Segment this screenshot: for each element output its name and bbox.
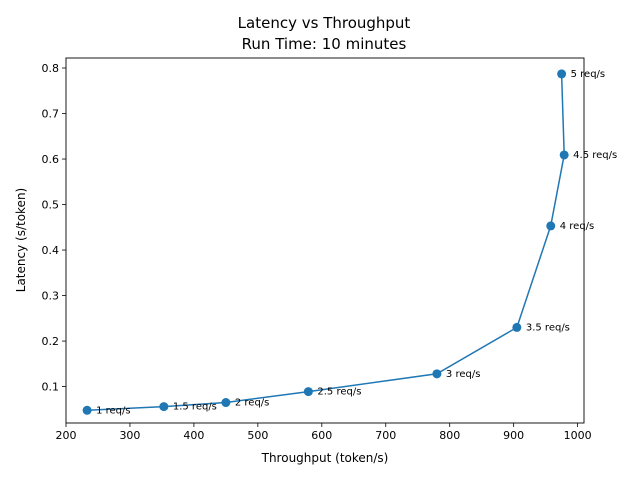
data-point — [512, 322, 522, 332]
data-point — [159, 402, 169, 412]
x-axis: 200 300 400 500 600 700 800 900 1000 — [56, 423, 592, 442]
data-label: 4 req/s — [560, 221, 595, 232]
data-point — [557, 69, 567, 79]
chart-subtitle: Run Time: 10 minutes — [242, 35, 407, 53]
y-tick-label: 0.2 — [42, 335, 60, 348]
x-tick-label: 300 — [119, 429, 140, 442]
data-label: 2 req/s — [235, 398, 270, 409]
x-tick-label: 400 — [183, 429, 204, 442]
plot-area: 1 req/s 1.5 req/s 2 req/s 2.5 req/s 3 req/s 3… — [82, 69, 617, 416]
y-tick-label: 0.8 — [42, 62, 60, 75]
y-axis: 0.1 0.2 0.3 0.4 0.5 0.6 0.7 0.8 — [42, 62, 66, 394]
x-tick-label: 700 — [375, 429, 396, 442]
y-tick-label: 0.3 — [42, 290, 60, 303]
x-tick-label: 1000 — [564, 429, 592, 442]
data-label: 2.5 req/s — [317, 387, 361, 398]
data-label: 3.5 req/s — [526, 322, 570, 333]
data-label: 3 req/s — [446, 369, 481, 380]
y-tick-label: 0.7 — [42, 108, 60, 121]
x-tick-label: 800 — [439, 429, 460, 442]
y-tick-label: 0.6 — [42, 153, 60, 166]
data-label: 1.5 req/s — [173, 402, 217, 413]
axes-frame — [65, 57, 585, 424]
y-tick-label: 0.5 — [42, 199, 60, 212]
data-point — [546, 221, 556, 231]
data-label: 1 req/s — [96, 405, 131, 416]
x-tick-label: 600 — [311, 429, 332, 442]
data-point — [221, 398, 231, 408]
data-label: 5 req/s — [571, 69, 606, 80]
y-axis-label: Latency (s/token) — [14, 188, 28, 292]
data-label: 4.5 req/s — [573, 150, 617, 161]
chart-title: Latency vs Throughput — [238, 14, 411, 32]
x-tick-label: 500 — [247, 429, 268, 442]
data-point — [432, 369, 442, 379]
x-axis-label: Throughput (token/s) — [261, 451, 389, 465]
data-point — [303, 387, 313, 397]
x-tick-label: 900 — [503, 429, 524, 442]
y-tick-label: 0.4 — [42, 244, 60, 257]
data-point — [559, 150, 569, 160]
y-tick-label: 0.1 — [42, 381, 60, 394]
data-point — [82, 405, 92, 415]
x-tick-label: 200 — [56, 429, 77, 442]
